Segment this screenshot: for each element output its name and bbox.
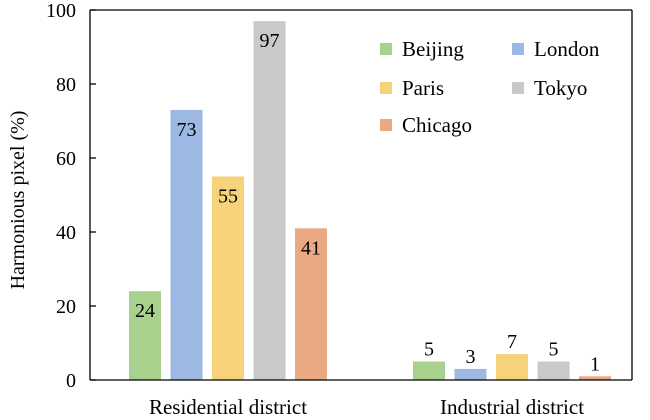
legend: Beijing London Paris Tokyo Chicago <box>380 37 600 137</box>
bar-chicago-industrial <box>579 376 611 380</box>
bar-london-residential <box>170 109 203 381</box>
bar-chicago-residential <box>295 228 327 380</box>
data-label-london-residential: 73 <box>177 119 197 141</box>
legend-label-london: London <box>534 37 600 61</box>
bar-paris-residential <box>212 176 244 380</box>
legend-label-beijing: Beijing <box>402 37 464 61</box>
y-tick-label: 80 <box>56 74 76 96</box>
y-axis-label: Harmonious pixel (%) <box>7 111 29 290</box>
data-label-tokyo-residential: 97 <box>260 30 280 52</box>
data-label-chicago-industrial: 1 <box>590 353 600 375</box>
legend-label-chicago: Chicago <box>402 113 472 137</box>
data-label-chicago-residential: 41 <box>301 237 321 259</box>
bar-beijing-residential <box>129 291 161 380</box>
y-tick-label: 0 <box>66 370 76 392</box>
legend-swatch-london <box>512 43 524 55</box>
x-category-label: Residential district <box>149 395 307 419</box>
legend-swatch-tokyo <box>512 82 524 94</box>
y-tick-label: 100 <box>46 0 76 22</box>
data-label-beijing-residential: 24 <box>135 300 155 322</box>
data-label-tokyo-industrial: 5 <box>549 339 559 361</box>
data-labels-layer: 24 73 55 97 41 5 3 7 5 1 <box>135 30 600 375</box>
axes-layer: Residential district Industrial district 0… <box>46 0 633 419</box>
data-label-paris-residential: 55 <box>218 186 238 208</box>
bar-beijing-industrial <box>413 361 445 380</box>
y-tick-label: 60 <box>56 148 76 170</box>
data-label-paris-industrial: 7 <box>507 331 517 353</box>
legend-swatch-beijing <box>380 43 392 55</box>
bar-london-industrial <box>454 368 487 380</box>
legend-label-paris: Paris <box>402 76 444 100</box>
bar-tokyo-residential <box>253 21 286 380</box>
bar-tokyo-industrial <box>537 361 570 380</box>
legend-label-tokyo: Tokyo <box>534 76 587 100</box>
data-label-beijing-industrial: 5 <box>424 339 434 361</box>
x-category-label: Industrial district <box>440 395 584 419</box>
bar-paris-industrial <box>496 354 528 380</box>
legend-swatch-paris <box>380 82 392 94</box>
bars-layer <box>129 21 611 381</box>
y-tick-label: 20 <box>56 296 76 318</box>
data-label-london-industrial: 3 <box>466 346 476 368</box>
legend-swatch-chicago <box>380 119 392 131</box>
y-tick-label: 40 <box>56 222 76 244</box>
